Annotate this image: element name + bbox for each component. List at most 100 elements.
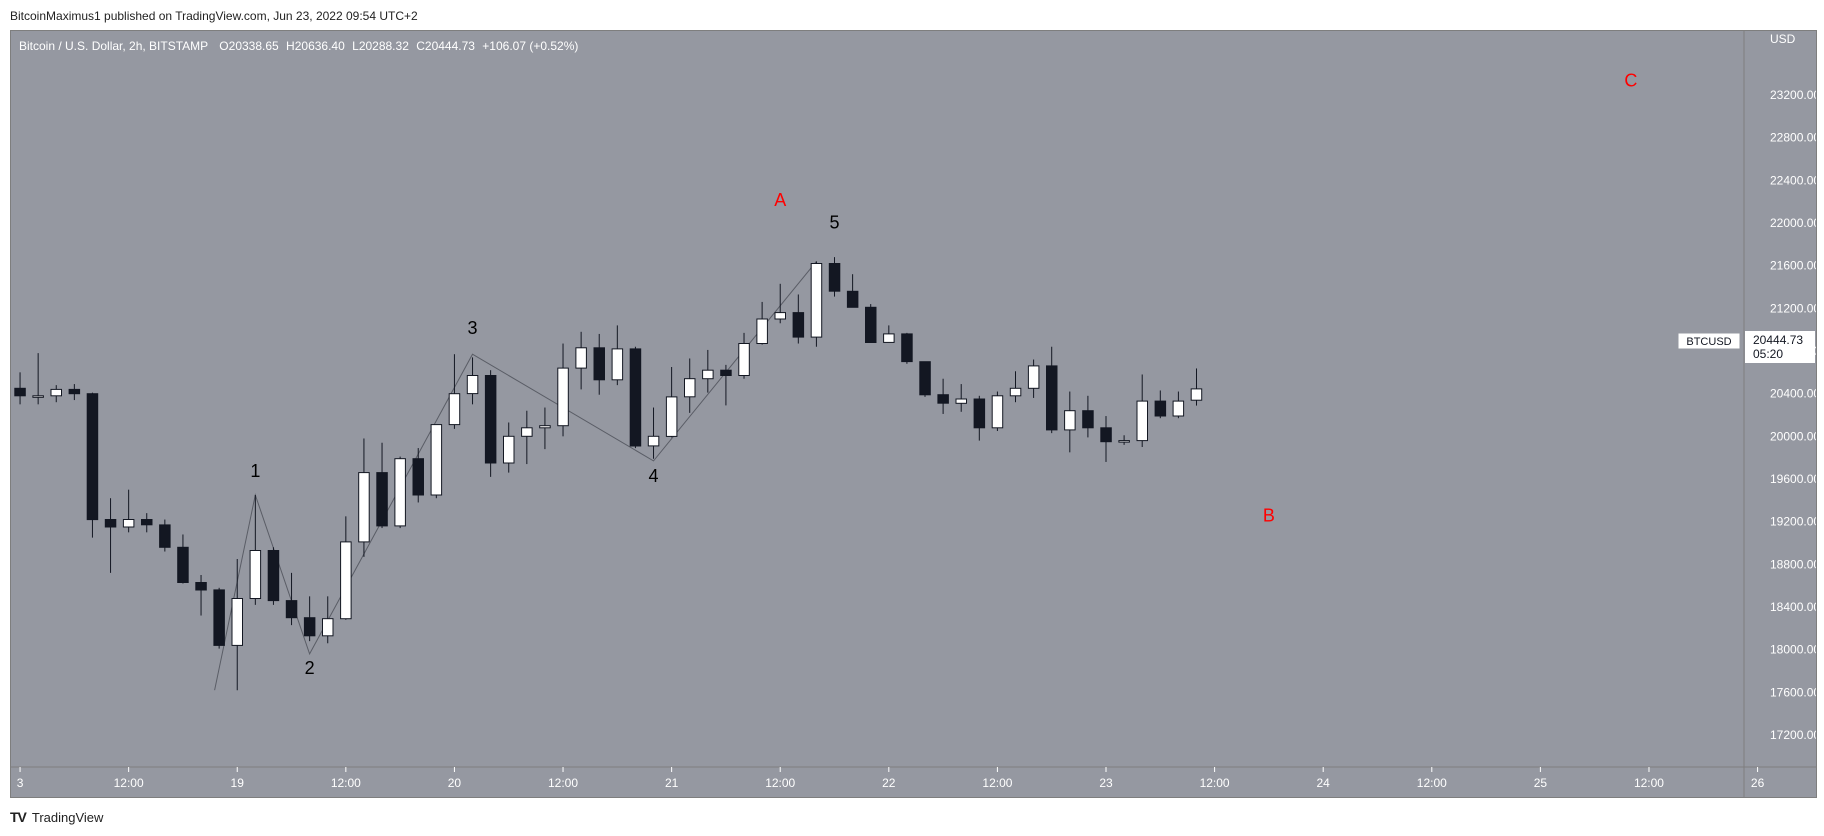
candle bbox=[358, 438, 370, 557]
price-tick-label: 21600.00 bbox=[1770, 259, 1816, 273]
candle-body-up bbox=[503, 435, 515, 464]
candle bbox=[756, 301, 768, 345]
candle bbox=[973, 395, 986, 441]
price-tag-countdown: 05:20 bbox=[1753, 347, 1783, 361]
candle bbox=[611, 325, 624, 386]
candle-body-up bbox=[521, 427, 533, 437]
legend-change: +106.07 (+0.52%) bbox=[482, 39, 578, 53]
price-tick-label: 20400.00 bbox=[1770, 387, 1816, 401]
candle-body-up bbox=[738, 343, 750, 376]
candle bbox=[141, 513, 153, 533]
candle-body-up bbox=[810, 263, 823, 338]
time-axis: 3 12:00 19 12:00 20 12:00 21 12:00 22 12:00 23 12:0… bbox=[17, 767, 1765, 790]
candle-body-up bbox=[991, 395, 1004, 429]
candle-body-up bbox=[539, 425, 551, 429]
candle bbox=[1082, 395, 1094, 438]
candle bbox=[865, 304, 877, 343]
price-tick-label: 17600.00 bbox=[1770, 685, 1816, 699]
time-axis-background[interactable] bbox=[11, 767, 1816, 797]
price-axis-background[interactable] bbox=[1744, 31, 1816, 767]
candle bbox=[901, 332, 913, 364]
candle bbox=[702, 349, 714, 393]
candle-body-up bbox=[231, 598, 243, 646]
candle bbox=[1154, 390, 1167, 419]
candle-body-up bbox=[1172, 400, 1185, 417]
wave-label-5: 5 bbox=[830, 212, 840, 232]
time-tick-label: 20 bbox=[448, 776, 462, 790]
candle bbox=[1009, 371, 1022, 403]
candle-body-down bbox=[865, 306, 877, 343]
candle bbox=[539, 407, 551, 450]
price-tick-label: 19600.00 bbox=[1770, 472, 1816, 486]
candle bbox=[267, 547, 280, 605]
candle-body-up bbox=[665, 396, 678, 437]
price-axis: 23200.00 22800.00 22400.00 22000.00 21600.00… bbox=[1770, 88, 1816, 742]
price-tick-label: 18000.00 bbox=[1770, 643, 1816, 657]
candle bbox=[285, 572, 298, 626]
candle-body-up bbox=[322, 618, 334, 637]
candle-body-up bbox=[249, 550, 262, 599]
candle bbox=[68, 384, 81, 401]
candle bbox=[1064, 391, 1076, 453]
candle-body-down bbox=[828, 263, 841, 292]
candle-body-up bbox=[1136, 400, 1148, 442]
time-tick-label: 23 bbox=[1099, 776, 1113, 790]
candle bbox=[883, 325, 895, 343]
candle bbox=[394, 456, 406, 529]
candle bbox=[448, 354, 461, 429]
price-axis-unit: USD bbox=[1770, 32, 1796, 46]
chart-legend: Bitcoin / U.S. Dollar, 2h, BITSTAMP O203… bbox=[19, 39, 578, 53]
candle-body-up bbox=[358, 472, 370, 543]
candle bbox=[177, 534, 189, 584]
candle-body-down bbox=[484, 375, 497, 464]
candle bbox=[647, 407, 660, 459]
time-tick-label: 12:00 bbox=[548, 776, 578, 790]
candle bbox=[303, 596, 316, 642]
plot-background bbox=[11, 31, 1744, 767]
price-tick-label: 22400.00 bbox=[1770, 173, 1816, 187]
time-tick-label: 12:00 bbox=[1417, 776, 1447, 790]
time-tick-label: 19 bbox=[231, 776, 245, 790]
candle-body-down bbox=[901, 333, 913, 363]
candle-body-up bbox=[122, 519, 135, 528]
candles-layer bbox=[14, 257, 1203, 691]
publisher-line: BitcoinMaximus1 published on TradingView… bbox=[10, 9, 418, 23]
candle bbox=[774, 283, 786, 324]
price-tag-price: 20444.73 bbox=[1753, 333, 1803, 347]
price-tick-label: 18800.00 bbox=[1770, 557, 1816, 571]
candle-body-up bbox=[575, 347, 587, 369]
candle-body-down bbox=[68, 388, 81, 395]
candle-body-down bbox=[141, 519, 153, 526]
candle bbox=[720, 364, 732, 406]
candle bbox=[159, 519, 171, 552]
footer-brand[interactable]: TV TradingView bbox=[10, 809, 103, 825]
price-tag-box bbox=[1745, 331, 1815, 363]
candle-body-down bbox=[86, 393, 99, 521]
candle-body-up bbox=[340, 541, 352, 620]
candle bbox=[629, 346, 642, 449]
time-tick-label: 24 bbox=[1317, 776, 1331, 790]
candle-body-up bbox=[32, 395, 44, 398]
last-price-tag[interactable]: BTCUSD 20444.73 05:20 bbox=[1677, 331, 1815, 363]
candle bbox=[955, 384, 967, 412]
candle-body-down bbox=[629, 348, 642, 447]
time-tick-label: 12:00 bbox=[1634, 776, 1664, 790]
candle-body-down bbox=[285, 600, 298, 619]
candle bbox=[1172, 391, 1185, 419]
candle bbox=[249, 495, 262, 605]
candle-body-up bbox=[1190, 388, 1203, 401]
time-tick-label: 22 bbox=[882, 776, 896, 790]
candle bbox=[593, 333, 605, 395]
candle bbox=[412, 448, 424, 503]
wave-label-1: 1 bbox=[250, 461, 260, 481]
candle-body-down bbox=[919, 361, 931, 396]
legend-h-value: 20636.40 bbox=[295, 39, 345, 53]
wave-labels-layer: 1 2 3 4 5 A B C bbox=[250, 70, 1637, 678]
price-tick-label: 22800.00 bbox=[1770, 131, 1816, 145]
candle-body-up bbox=[1009, 387, 1022, 397]
candle-body-down bbox=[159, 524, 171, 548]
candle-body-down bbox=[104, 519, 117, 528]
candle bbox=[846, 274, 859, 308]
